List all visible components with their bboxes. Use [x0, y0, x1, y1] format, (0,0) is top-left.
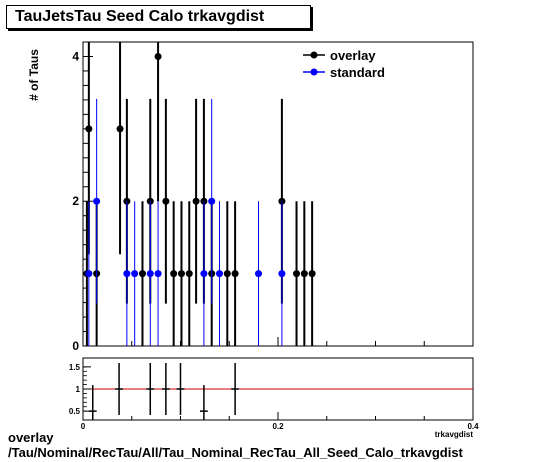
- overlay-point: [300, 270, 308, 278]
- overlay-point: [185, 270, 193, 278]
- overlay-point: [177, 270, 185, 278]
- overlay-point: [170, 270, 178, 278]
- overlay-point: [138, 270, 146, 278]
- legend-overlay-marker: [310, 51, 318, 59]
- standard-point: [93, 197, 101, 205]
- overlay-point: [308, 270, 316, 278]
- ratio-y-tick-label: 0.5: [69, 407, 81, 416]
- ratio-x-tick-label: 0.4: [467, 422, 479, 431]
- standard-point: [278, 270, 286, 278]
- standard-point: [255, 270, 262, 278]
- standard-point: [123, 270, 131, 278]
- legend-standard-marker: [310, 68, 318, 76]
- standard-point: [216, 270, 223, 278]
- standard-point: [85, 270, 93, 278]
- ratio-y-tick-label: 1: [76, 385, 81, 394]
- overlay-point: [162, 197, 170, 205]
- overlay-point: [223, 270, 231, 278]
- caption-line-1: overlay: [8, 430, 54, 445]
- y-axis-label: # of Taus: [27, 49, 41, 101]
- standard-point: [154, 270, 162, 278]
- y-tick-label: 2: [72, 194, 79, 208]
- legend-overlay-label: overlay: [330, 48, 376, 63]
- overlay-point: [231, 270, 239, 278]
- y-tick-label: 4: [72, 49, 79, 63]
- overlay-point: [116, 125, 124, 133]
- ratio-x-tick-label: 0: [81, 422, 86, 431]
- x-axis-label: trkavgdist: [435, 430, 474, 439]
- y-tick-label: 0: [72, 339, 79, 353]
- overlay-point: [293, 270, 301, 278]
- standard-point: [208, 197, 216, 205]
- overlay-point: [192, 197, 200, 205]
- standard-point: [131, 270, 139, 278]
- caption-line-2: /Tau/Nominal/RecTau/All/Tau_Nominal_RecT…: [8, 445, 463, 460]
- ratio-y-tick-label: 1.5: [69, 363, 81, 372]
- overlay-point: [154, 52, 162, 60]
- standard-point: [200, 270, 208, 278]
- ratio-x-tick-label: 0.2: [272, 422, 284, 431]
- chart-title: TauJetsTau Seed Calo trkavgdist: [15, 8, 265, 25]
- overlay-point: [85, 125, 93, 133]
- legend-standard-label: standard: [330, 65, 385, 80]
- standard-point: [146, 270, 154, 278]
- caption: overlay /Tau/Nominal/RecTau/All/Tau_Nomi…: [8, 430, 463, 460]
- chart-title-box: TauJetsTau Seed Calo trkavgdist: [6, 5, 311, 29]
